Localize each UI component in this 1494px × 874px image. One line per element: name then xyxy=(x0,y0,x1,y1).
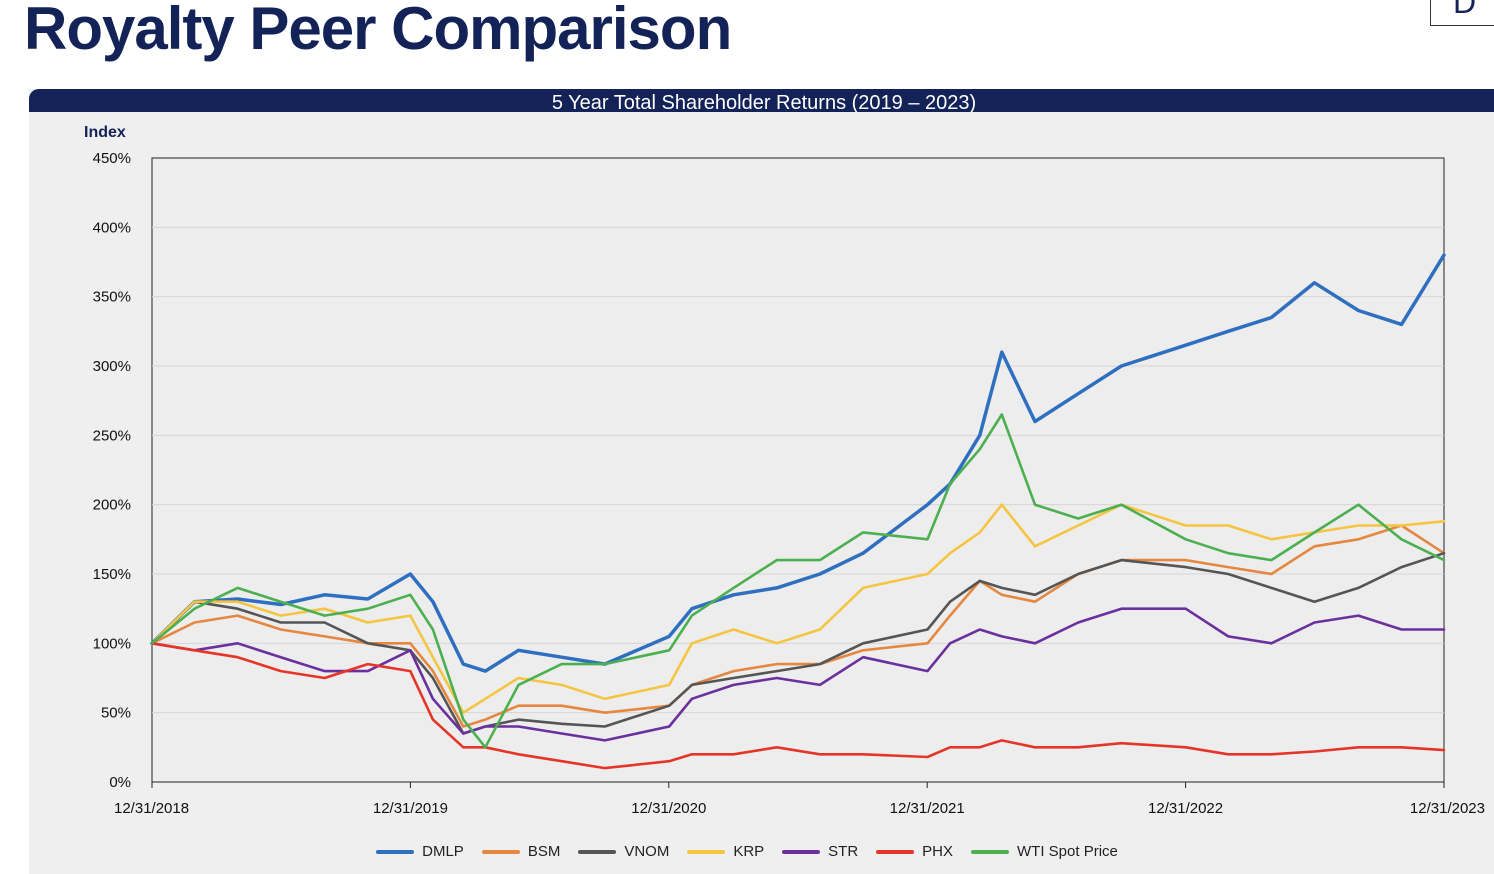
legend-item: BSM xyxy=(481,843,561,860)
legend-item: WTI Spot Price xyxy=(971,843,1118,860)
legend-swatch xyxy=(376,849,415,854)
legend-label: WTI Spot Price xyxy=(1017,843,1118,860)
legend-item: DMLP xyxy=(376,843,464,860)
series-line-vnom xyxy=(150,551,1446,735)
legend-label: VNOM xyxy=(624,843,670,860)
legend-swatch xyxy=(687,849,726,854)
y-tick-label: 50% xyxy=(101,705,131,722)
legend-label: PHX xyxy=(922,843,954,860)
legend-label: BSM xyxy=(527,843,561,860)
series-layer xyxy=(150,253,1446,770)
legend-swatch xyxy=(782,849,821,854)
grid-layer xyxy=(151,157,1445,783)
logo-text: D xyxy=(1453,0,1477,20)
y-tick-label: 200% xyxy=(93,497,131,514)
legend-swatch xyxy=(481,849,520,854)
y-tick-label: 300% xyxy=(93,358,131,375)
y-tick-label: 150% xyxy=(93,566,131,583)
series-line-str xyxy=(150,607,1446,742)
legend-label: KRP xyxy=(733,843,765,860)
legend-item: KRP xyxy=(687,843,764,860)
legend-swatch xyxy=(971,849,1010,854)
page-title: Royalty Peer Comparison xyxy=(24,0,732,62)
x-tick-label: 12/31/2022 xyxy=(1148,800,1223,817)
axis-layer: 0% 50% 100% 150% 200% 250% 300% 350% 400% 450% 12/… xyxy=(93,150,1485,817)
y-tick-label: 250% xyxy=(93,427,131,444)
chart-title-banner: 5 Year Total Shareholder Returns (2019 –… xyxy=(29,89,1494,112)
series-line-wti-spot-price xyxy=(150,413,1446,749)
y-axis-label: Index xyxy=(84,124,126,141)
y-tick-label: 0% xyxy=(109,774,131,791)
legend-item: PHX xyxy=(876,843,953,860)
y-tick-label: 450% xyxy=(93,150,131,167)
x-tick-label: 12/31/2019 xyxy=(373,800,448,817)
x-tick-label: 12/31/2018 xyxy=(114,800,189,817)
x-tick-label: 12/31/2020 xyxy=(631,800,706,817)
series-line-dmlp xyxy=(150,253,1446,673)
series-line-bsm xyxy=(150,524,1446,728)
x-tick-label: 12/31/2023 xyxy=(1410,800,1485,817)
legend-label: STR xyxy=(828,843,859,860)
legend-swatch xyxy=(578,849,617,854)
x-tick-label: 12/31/2021 xyxy=(890,800,965,817)
legend-item: STR xyxy=(782,843,858,860)
plot-area xyxy=(151,157,1445,783)
y-tick-label: 100% xyxy=(93,635,131,652)
legend: DMLP BSM VNOM KRP STR PHX WTI Spot Price xyxy=(0,843,1494,860)
series-line-phx xyxy=(150,642,1446,770)
legend-swatch xyxy=(876,849,915,854)
y-tick-label: 400% xyxy=(93,219,131,236)
chart-title: 5 Year Total Shareholder Returns (2019 –… xyxy=(551,92,977,112)
logo: D xyxy=(1430,0,1494,26)
legend-label: DMLP xyxy=(422,843,464,860)
y-tick-label: 350% xyxy=(93,289,131,306)
legend-item: VNOM xyxy=(578,843,669,860)
series-line-krp xyxy=(150,503,1446,714)
